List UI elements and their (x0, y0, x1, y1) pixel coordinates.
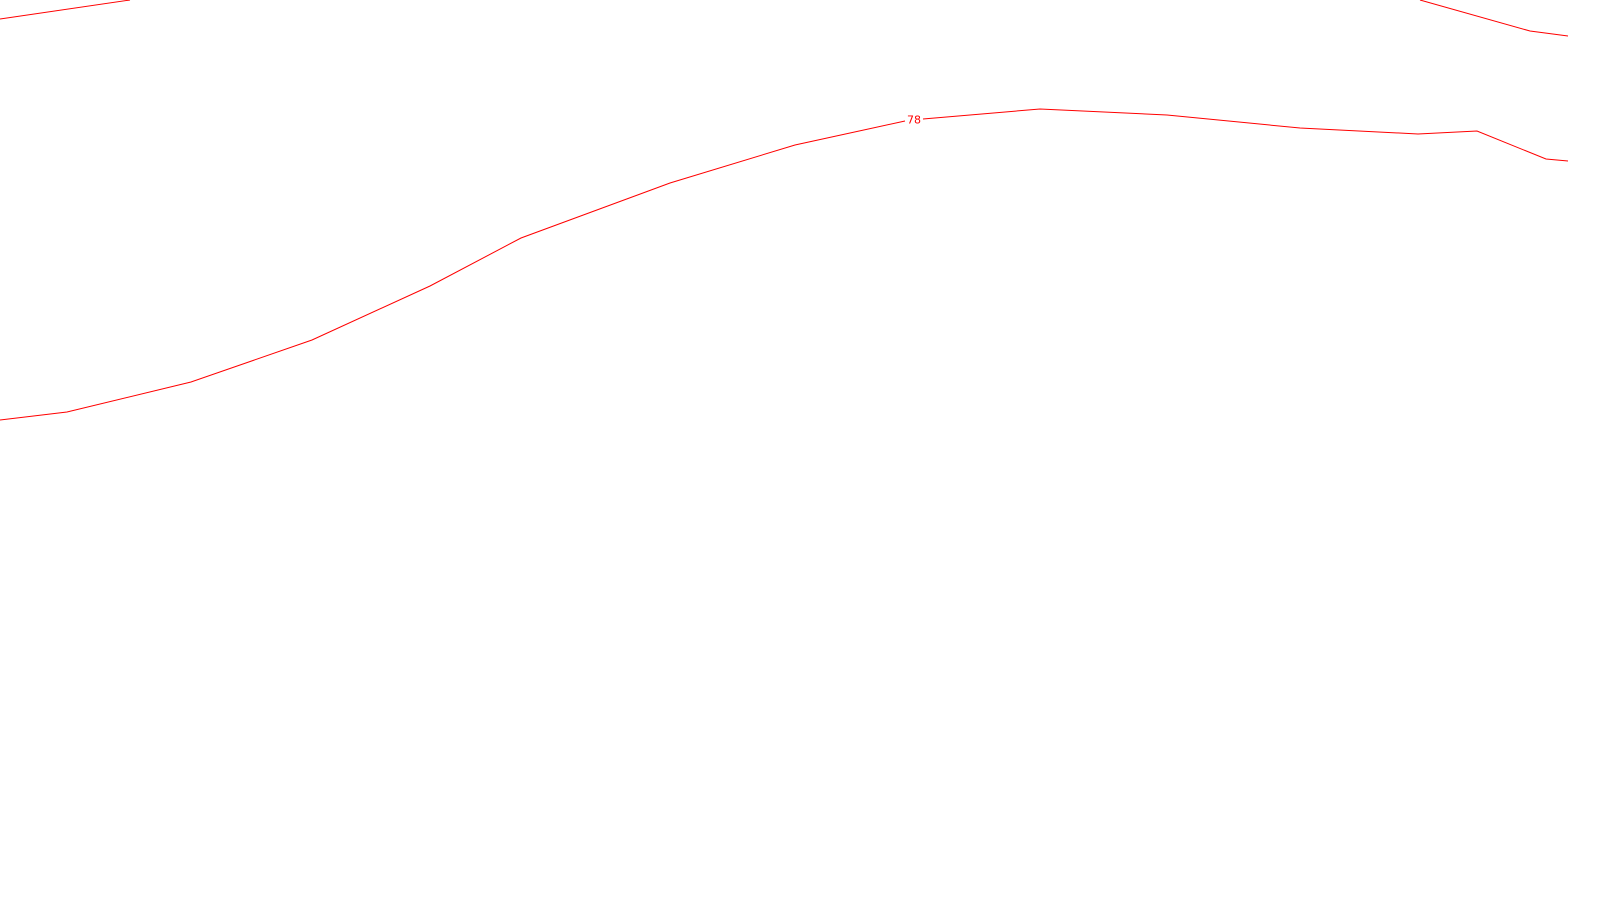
contour-line-upper-right (1419, 0, 1569, 37)
contour-line-upper-left (0, 0, 131, 20)
contour-label-main: 78 (907, 114, 921, 127)
contour-line-main (0, 120, 906, 421)
contour-line-main-continued (922, 108, 1569, 162)
